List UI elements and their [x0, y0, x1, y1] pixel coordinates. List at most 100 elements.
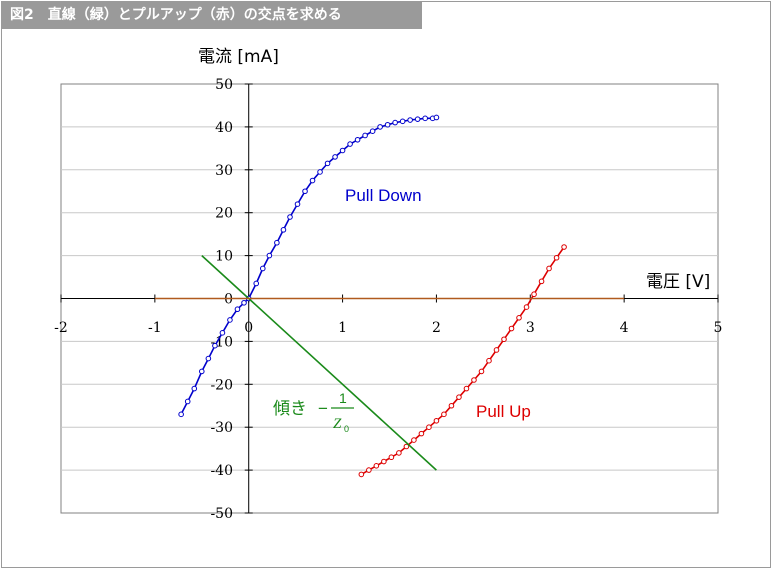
y-tick-label: 50: [215, 77, 233, 93]
y-tick-label: -50: [210, 506, 233, 522]
slope-numerator: 1: [339, 390, 347, 406]
pull-up-point: [508, 325, 515, 332]
pull-up-point: [411, 437, 417, 443]
pull-up-point: [366, 467, 372, 473]
y-tick-label: 0: [224, 292, 233, 308]
y-tick-label: 40: [215, 120, 233, 136]
pull-up-point: [531, 291, 537, 298]
pull-up-point: [493, 347, 500, 353]
y-tick-label: 30: [215, 163, 233, 179]
pull-down-point: [184, 398, 191, 405]
pull-up-line: [360, 246, 565, 476]
pull-up-point: [501, 336, 507, 343]
pull-up-point: [538, 278, 545, 285]
pull-up-point: [426, 424, 432, 431]
slope-denominator-sub: 0: [344, 424, 349, 434]
x-tick-label: 2: [432, 320, 441, 336]
pull-up-point: [546, 265, 552, 272]
slope-denominator: Z: [333, 416, 342, 432]
pull-up-point: [478, 368, 485, 375]
figure-title: 図2 直線（緑）とプルアップ（赤）の交点を求める: [2, 2, 422, 29]
y-tick-label: -20: [210, 377, 233, 393]
pull-up-point: [388, 454, 395, 461]
pull-down-point: [384, 121, 391, 128]
y-tick-label: -30: [210, 420, 233, 436]
pull-down-label: Pull Down: [345, 186, 422, 205]
pull-down-point: [241, 299, 247, 306]
pull-down-point: [234, 306, 241, 313]
pull-down-point: [212, 342, 218, 349]
pull-down-point: [317, 169, 323, 175]
pull-up-point: [396, 450, 402, 456]
pull-up-point: [553, 254, 560, 261]
y-tick-label: 20: [215, 206, 233, 222]
pull-down-point: [205, 355, 212, 362]
pull-up-point: [523, 304, 530, 310]
pull-down-point: [191, 385, 198, 392]
x-tick-label: -1: [148, 320, 162, 336]
pull-down-point: [407, 117, 413, 123]
slope-annotation: 傾き − 1 Z 0: [273, 390, 354, 434]
x-tick-label: 0: [244, 320, 253, 336]
series-2-line: [201, 255, 437, 471]
pull-up-point: [561, 244, 567, 250]
y-axis-label: 電流 [mA]: [198, 47, 279, 67]
pull-up-point: [433, 417, 440, 424]
pull-down-point: [433, 114, 440, 121]
pull-down-point: [259, 265, 266, 272]
pull-down-point: [253, 280, 260, 287]
pull-down-point: [309, 177, 316, 184]
x-tick-label: 4: [620, 320, 629, 336]
pull-down-point: [280, 227, 287, 233]
pull-down-point: [198, 368, 205, 375]
pull-down-point: [178, 411, 184, 418]
pull-up-point: [516, 315, 522, 321]
pull-down-point: [377, 124, 383, 130]
pull-down-point: [354, 136, 361, 143]
pull-down-point: [287, 214, 293, 220]
x-axis-label: 電圧 [V]: [646, 272, 710, 292]
pull-down-point: [274, 239, 280, 246]
slope-prefix: 傾き: [273, 399, 307, 418]
pull-up-point: [381, 458, 387, 465]
pull-down-point: [362, 132, 368, 139]
pull-down-point: [399, 118, 406, 125]
grid: [60, 83, 719, 514]
pull-down-point: [302, 188, 308, 195]
pull-up-point: [456, 394, 462, 400]
y-tick-label: 10: [215, 249, 233, 265]
pull-down-point: [332, 154, 338, 160]
pull-down-point: [414, 116, 421, 122]
pull-up-point: [358, 471, 365, 478]
pull-down-point: [294, 201, 301, 207]
pull-up-point: [471, 377, 477, 383]
x-tick-label: 3: [526, 320, 535, 336]
pull-up-point: [463, 385, 470, 392]
pull-down-point: [347, 141, 353, 147]
pull-down-point: [369, 128, 376, 134]
x-tick-label: 5: [714, 320, 723, 336]
pull-up-label: Pull Up: [476, 402, 531, 421]
series-group: [154, 114, 625, 478]
annotation-group: 電流 [mA] 電圧 [V] Pull Down Pull Up 傾き − 1 …: [198, 47, 710, 434]
pull-down-point: [227, 317, 233, 323]
pull-up-point: [441, 411, 447, 418]
pull-down-point: [392, 119, 398, 126]
x-tick-label: -2: [54, 320, 68, 336]
pull-up-point: [486, 357, 492, 364]
pull-up-point: [418, 430, 425, 437]
pull-up-point: [403, 443, 410, 450]
slope-minus: −: [318, 399, 328, 418]
pull-up-point: [448, 402, 455, 409]
pull-up-point: [373, 463, 380, 469]
pull-down-point: [339, 147, 346, 154]
x-tick-label: 1: [338, 320, 347, 336]
pull-down-point: [266, 252, 273, 259]
pull-down-point: [422, 115, 428, 122]
y-tick-label: -40: [210, 463, 233, 479]
pull-down-point: [219, 330, 226, 336]
pull-down-point: [324, 160, 331, 167]
